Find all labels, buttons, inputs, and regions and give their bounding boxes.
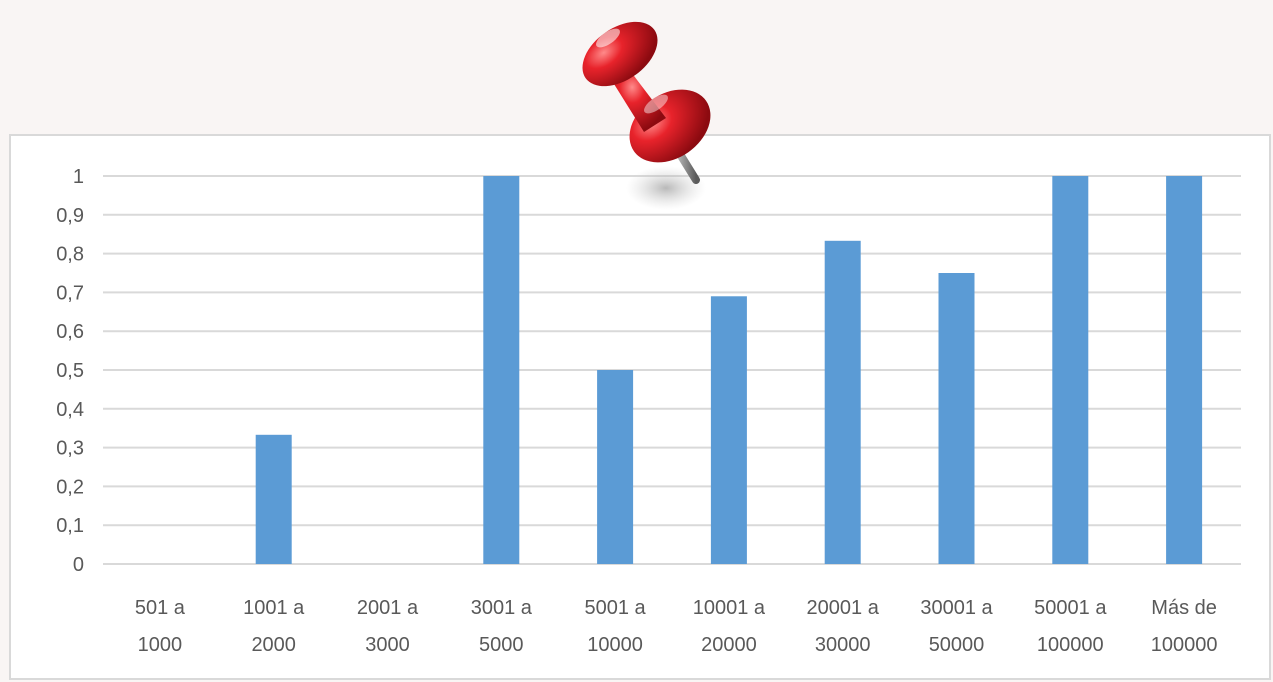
bar [1052, 176, 1089, 564]
y-axis-ticks: 0 0,1 0,2 0,3 0,4 0,5 0,6 0,7 0,8 0,9 1 [56, 166, 84, 576]
y-tick-label: 0,6 [56, 321, 84, 343]
x-tick-label: 501 a 1000 [135, 597, 186, 656]
bar [1166, 176, 1203, 564]
grid-lines [103, 175, 1241, 565]
bar [824, 240, 861, 564]
y-tick-label: 0,4 [56, 399, 84, 421]
y-tick-label: 0 [73, 554, 84, 576]
x-tick-label: 5001 a 10000 [585, 597, 647, 656]
y-tick-label: 0,7 [56, 282, 84, 304]
y-tick-label: 0,9 [56, 205, 84, 227]
x-tick-label: 3001 a 5000 [471, 597, 533, 656]
bar [483, 176, 520, 564]
bar [938, 273, 975, 564]
y-tick-label: 0,5 [56, 360, 84, 382]
y-tick-label: 0,2 [56, 476, 84, 498]
x-tick-label: 50001 a 100000 [1034, 597, 1107, 656]
x-tick-label: Más de 100000 [1151, 597, 1218, 656]
bars [255, 176, 1203, 564]
y-tick-label: 0,3 [56, 438, 84, 460]
y-tick-label: 1 [73, 166, 84, 188]
bar [597, 370, 634, 564]
x-axis-ticks: 501 a 1000 1001 a 2000 2001 a 3000 3001 a 5000 5… [135, 597, 1218, 656]
x-tick-label: 2001 a 3000 [357, 597, 419, 656]
bar [710, 296, 747, 564]
bar [255, 434, 292, 564]
red-pushpin-icon [582, 21, 711, 210]
x-tick-label: 10001 a 20000 [693, 597, 766, 656]
x-tick-label: 1001 a 2000 [243, 597, 305, 656]
y-tick-label: 0,1 [56, 515, 84, 537]
y-tick-label: 0,8 [56, 244, 84, 266]
x-tick-label: 20001 a 30000 [807, 597, 880, 656]
x-tick-label: 30001 a 50000 [920, 597, 993, 656]
